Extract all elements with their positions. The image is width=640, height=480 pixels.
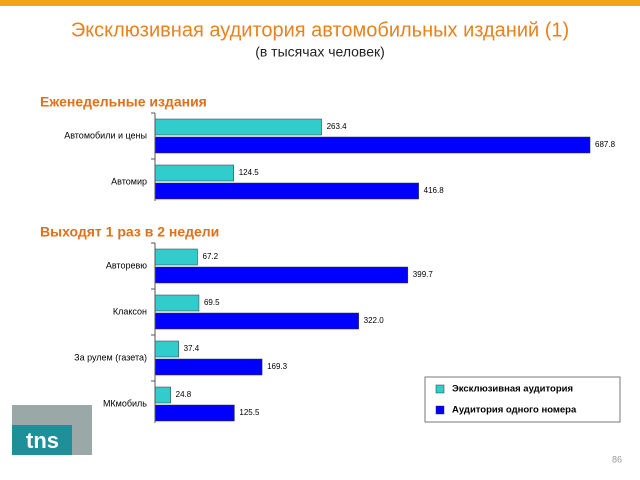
category-label: Клаксон <box>113 306 147 316</box>
page-number: 86 <box>612 454 622 464</box>
legend-label: Аудитория одного номера <box>452 405 577 416</box>
logo: tns <box>12 405 92 455</box>
value-label: 69.5 <box>204 298 220 307</box>
value-label: 124.5 <box>239 168 260 177</box>
bar <box>154 248 198 266</box>
category-label: МКмобиль <box>103 398 147 408</box>
bar <box>154 340 179 358</box>
bar <box>154 312 359 330</box>
value-label: 169.3 <box>267 362 288 371</box>
value-label: 399.7 <box>413 270 434 279</box>
value-label: 687.8 <box>595 140 616 149</box>
value-label: 125.5 <box>239 408 260 417</box>
bar <box>154 266 409 284</box>
bar <box>154 294 200 312</box>
bar <box>154 136 591 154</box>
chart-subtitle: (в тысячах человек) <box>255 44 385 60</box>
legend-box <box>424 376 621 423</box>
value-label: 24.8 <box>176 390 192 399</box>
value-label: 322.0 <box>364 316 385 325</box>
value-label: 67.2 <box>203 252 219 261</box>
category-label: Автомобили и цены <box>64 130 147 140</box>
legend-swatch <box>435 384 445 394</box>
logo-text: tns <box>26 428 59 453</box>
value-label: 263.4 <box>327 122 348 131</box>
bar <box>154 182 419 200</box>
section-title: Выходят 1 раз в 2 недели <box>40 224 219 240</box>
value-label: 37.4 <box>184 344 200 353</box>
legend-label: Эксклюзивная аудитория <box>452 384 573 395</box>
legend-swatch <box>435 405 445 415</box>
category-label: Автомир <box>111 176 147 186</box>
chart-title: Эксклюзивная аудитория автомобильных изд… <box>71 19 569 41</box>
logo-bg <box>12 425 72 455</box>
section-title: Еженедельные издания <box>40 94 207 110</box>
bar <box>154 386 171 404</box>
category-label: Авторевю <box>106 260 147 270</box>
top-strip <box>0 0 640 6</box>
bar <box>154 404 235 422</box>
bar <box>154 118 322 136</box>
bar <box>154 358 263 376</box>
bar <box>154 164 234 182</box>
category-label: За рулем (газета) <box>74 352 147 362</box>
value-label: 416.8 <box>424 186 445 195</box>
